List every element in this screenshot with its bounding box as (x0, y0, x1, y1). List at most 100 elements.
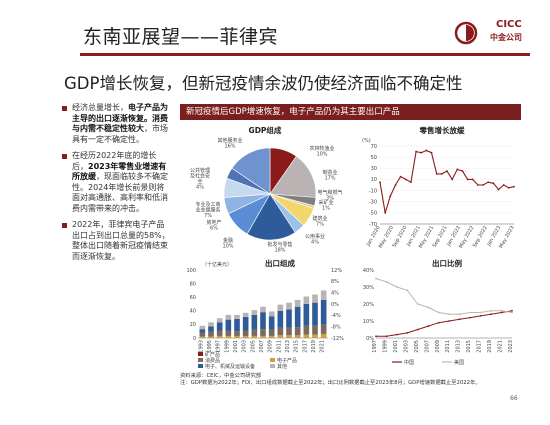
retail-point (430, 151, 433, 154)
retail-point (435, 172, 438, 175)
export-unit: （十亿美元） (202, 261, 232, 268)
export-xtick: 2021 (320, 340, 326, 353)
retail-point (482, 184, 484, 186)
export-bar-chart: 出口组成 （十亿美元） 100 80 60 40 20 0 12% 8% 4% 0% -4% -8% -… (186, 258, 344, 370)
export-bar-segment (286, 327, 292, 336)
ratio-point (479, 311, 482, 314)
ratio-xtick: 1997 (372, 340, 378, 353)
ratio-xtick: 1999 (382, 340, 388, 353)
logo-text-en: CICC (496, 19, 522, 30)
export-bar-segment (277, 304, 284, 311)
slide-title: 东南亚展望——菲律宾 (83, 26, 279, 48)
export-bar-segment (208, 326, 214, 332)
export-bar-segment (225, 319, 232, 331)
ratio-series-line (375, 278, 513, 315)
retail-point (384, 211, 387, 214)
export-bar-segment (260, 335, 266, 338)
export-bar-segment (277, 335, 284, 338)
retail-point (451, 178, 454, 181)
bullet-text: ，现面临较多不确定性。2024年增长前景则将面对高通胀、高利率和低消费内需带来的… (72, 172, 168, 213)
pie-label: 金融 10% (222, 237, 233, 250)
retail-ytick: 30 (371, 166, 377, 172)
page-number: 66 (510, 395, 518, 402)
bullet-bold: 2023年零售业增速有所放缓 (72, 161, 167, 182)
export-xtick: 2015 (294, 340, 300, 353)
export-xtick: 1995 (207, 340, 213, 353)
export-bar-segment (294, 335, 301, 338)
ratio-xtick: 2003 (403, 340, 409, 353)
ratio-xtick: 2021 (498, 340, 504, 353)
retail-point (502, 184, 505, 186)
export-ratio-chart: 出口比例 40% 30% 20% 10% 0%1997 1999 2001 2003 2005 2… (363, 258, 514, 366)
ratio-legend-label: 美国 (454, 359, 464, 366)
export-bar-segment (216, 318, 223, 323)
ratio-legend-label: 中国 (404, 359, 414, 366)
export-bar-segment (251, 314, 258, 330)
ratio-point (406, 332, 409, 334)
export-xtick: 1993 (198, 340, 204, 353)
export-bar-segment (208, 331, 214, 337)
export-title: 出口组成 (265, 258, 295, 268)
export-ytick: 80 (190, 281, 196, 287)
pie-label: 公共管理及社会安全 4% (190, 167, 210, 191)
ratio-point (416, 328, 419, 331)
export-xtick: 2005 (250, 340, 256, 353)
gdp-pie-chart: GDP组成 农林牧渔业 10% 制造业 17% 电气和燃气 3%采矿业 1% 建筑业 7% 公用事… (190, 125, 343, 254)
bullet-bold: 电子产品为主导的出口逐渐恢复。消费与内需不稳定性较大 (72, 103, 168, 133)
retail-ytick: 70 (371, 144, 377, 150)
export-bar-segment (225, 314, 232, 320)
export-ytick: 100 (186, 268, 196, 274)
export-bar-segment (199, 325, 206, 330)
ratio-xtick: 2005 (414, 340, 420, 353)
ratio-point (479, 315, 482, 317)
export-bar-segment (242, 330, 249, 336)
retail-point (446, 170, 448, 172)
logo-text-cn: 中金公司 (490, 33, 522, 42)
export-bar-segment (294, 327, 301, 336)
retail-point (492, 182, 495, 185)
ratio-xtick: 2013 (456, 340, 462, 353)
ratio-point (511, 311, 513, 314)
export-xtick: 2017 (302, 340, 308, 353)
cicc-logo (454, 21, 478, 45)
retail-point (513, 185, 515, 188)
ratio-point (448, 320, 451, 322)
export-bar-segment (242, 335, 249, 338)
export-bar-segment (294, 306, 301, 328)
ratio-point (500, 309, 503, 312)
export-bar-segment (216, 330, 223, 336)
retail-ytick: -30 (369, 200, 377, 206)
pie-label: 建筑业 7% (312, 215, 327, 228)
export-bar-segment (268, 335, 275, 338)
ratio-point (437, 321, 440, 324)
ratio-title: 出口比例 (432, 258, 462, 268)
ratio-xtick: 2001 (393, 340, 399, 353)
ratio-point (416, 303, 419, 305)
export-bar-segment (208, 336, 214, 338)
retail-point (456, 168, 459, 171)
bullet-text: ，市场具有一定不确定性。 (72, 124, 168, 144)
ratio-point (469, 311, 472, 314)
export-xtick: 1997 (216, 340, 222, 353)
export-bar-segment (268, 311, 275, 317)
ratio-xtick: 2009 (435, 340, 441, 353)
export-bar-segment (260, 329, 266, 336)
export-bar-segment (268, 329, 275, 336)
retail-point (487, 181, 490, 184)
pie-label: 农林牧渔业 10% (309, 145, 334, 158)
export-y2tick: 0% (331, 302, 339, 308)
export-legend-swatch (270, 364, 275, 368)
pie-label: 电气和燃气 3% (317, 189, 342, 202)
retail-point (389, 195, 392, 198)
retail-ytick: 50 (371, 155, 377, 161)
ratio-point (469, 316, 472, 319)
bullet-list: 经济总量增长，电子产品为主导的出口逐渐恢复。消费与内需不稳定性较大，市场具有一定… (62, 103, 172, 268)
bullet-item: 在经历2022年底的增长后，2023年零售业增速有所放缓，现面临较多不确定性。2… (62, 151, 172, 214)
export-xtick: 2011 (276, 340, 282, 353)
pie-slice (246, 193, 296, 241)
export-bar-segment (312, 325, 318, 335)
export-bar-segment (199, 332, 206, 337)
pie-label: 其他服务业 16% (217, 137, 242, 150)
ratio-xtick: 2017 (477, 340, 483, 353)
retail-point (410, 181, 412, 184)
